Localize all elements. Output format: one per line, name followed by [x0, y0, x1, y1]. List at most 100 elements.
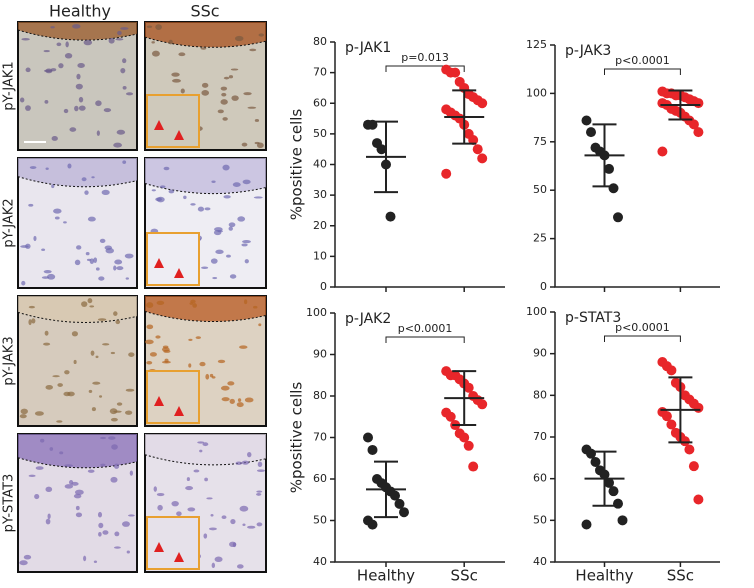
cell [151, 50, 160, 57]
cell [204, 207, 211, 211]
cell [98, 522, 104, 529]
cell [201, 89, 210, 96]
cell [163, 166, 170, 171]
cell [146, 25, 153, 28]
chart-title: p-STAT3 [565, 310, 621, 326]
cell [168, 189, 175, 194]
cell [244, 299, 248, 305]
cell [28, 203, 34, 207]
cell [20, 408, 28, 415]
cell [19, 414, 27, 419]
epidermis [18, 296, 137, 323]
y-tick-label: 100 [526, 305, 547, 318]
cell [108, 436, 116, 440]
cell [102, 343, 110, 346]
cell [256, 492, 262, 496]
cell [98, 531, 102, 537]
cell [161, 347, 170, 352]
cell [25, 243, 31, 249]
chart-title: p-JAK1 [345, 40, 391, 56]
cell [74, 259, 81, 266]
cell [113, 463, 120, 469]
cell [217, 230, 224, 233]
cell [146, 302, 154, 309]
cell [193, 469, 200, 473]
histology-panel [144, 157, 267, 289]
cell [122, 160, 127, 164]
inset [146, 232, 200, 286]
cell [105, 247, 114, 254]
cell [239, 345, 248, 349]
cell [227, 381, 235, 386]
y-axis-label: %positive cells [288, 109, 306, 221]
cell [186, 477, 190, 482]
cell [115, 319, 121, 325]
axis [554, 312, 720, 563]
cell [247, 452, 252, 458]
cell [44, 330, 49, 336]
cell [46, 273, 56, 280]
significance-bracket [385, 336, 465, 343]
significance-bracket [604, 68, 681, 75]
cell [99, 436, 107, 440]
cell [192, 303, 197, 308]
data-point [693, 402, 704, 413]
cell [221, 397, 230, 402]
data-point [684, 444, 695, 455]
cell [65, 41, 69, 48]
cell [120, 27, 129, 30]
cell [210, 258, 218, 264]
cell [188, 338, 193, 341]
cell [25, 105, 31, 111]
cell [220, 99, 228, 105]
cell [117, 30, 122, 36]
cell [243, 92, 252, 96]
cell [201, 266, 209, 270]
y-tick-label: 60 [313, 96, 327, 109]
inset [146, 370, 200, 424]
cell [52, 375, 60, 378]
cell [21, 37, 30, 41]
cell [125, 92, 134, 96]
x-tick-label: Healthy [357, 567, 415, 585]
chart-title: p-JAK3 [565, 43, 611, 59]
cell [57, 383, 63, 387]
data-point [693, 98, 704, 109]
cell [241, 460, 250, 465]
data-point [367, 444, 378, 455]
cell [203, 533, 208, 539]
cell [64, 53, 73, 59]
y-tick-label: 20 [313, 219, 327, 232]
cell [71, 481, 79, 486]
cell [73, 493, 82, 499]
cell [34, 493, 40, 500]
cell [254, 141, 260, 145]
cell [185, 486, 194, 491]
cell [110, 351, 116, 355]
data-point [613, 498, 623, 509]
cell [155, 197, 162, 202]
cell [149, 352, 157, 357]
cell [217, 109, 224, 114]
data-point [390, 490, 400, 501]
cell [212, 276, 218, 280]
cell [197, 441, 205, 444]
boundary [17, 29, 138, 41]
cell [91, 176, 95, 179]
cell [63, 221, 67, 224]
cell [45, 384, 53, 390]
cell [122, 521, 130, 527]
y-tick-label: 40 [533, 555, 547, 568]
cell [189, 302, 193, 305]
cell [99, 238, 106, 243]
cell [29, 166, 37, 169]
cell [178, 52, 186, 57]
cell [96, 130, 100, 136]
x-tick-label: SSc [451, 567, 478, 585]
cell [111, 444, 118, 450]
cell [28, 474, 36, 477]
cell [124, 253, 134, 259]
cell [40, 438, 45, 443]
epidermis [145, 296, 266, 322]
cell [190, 299, 196, 304]
